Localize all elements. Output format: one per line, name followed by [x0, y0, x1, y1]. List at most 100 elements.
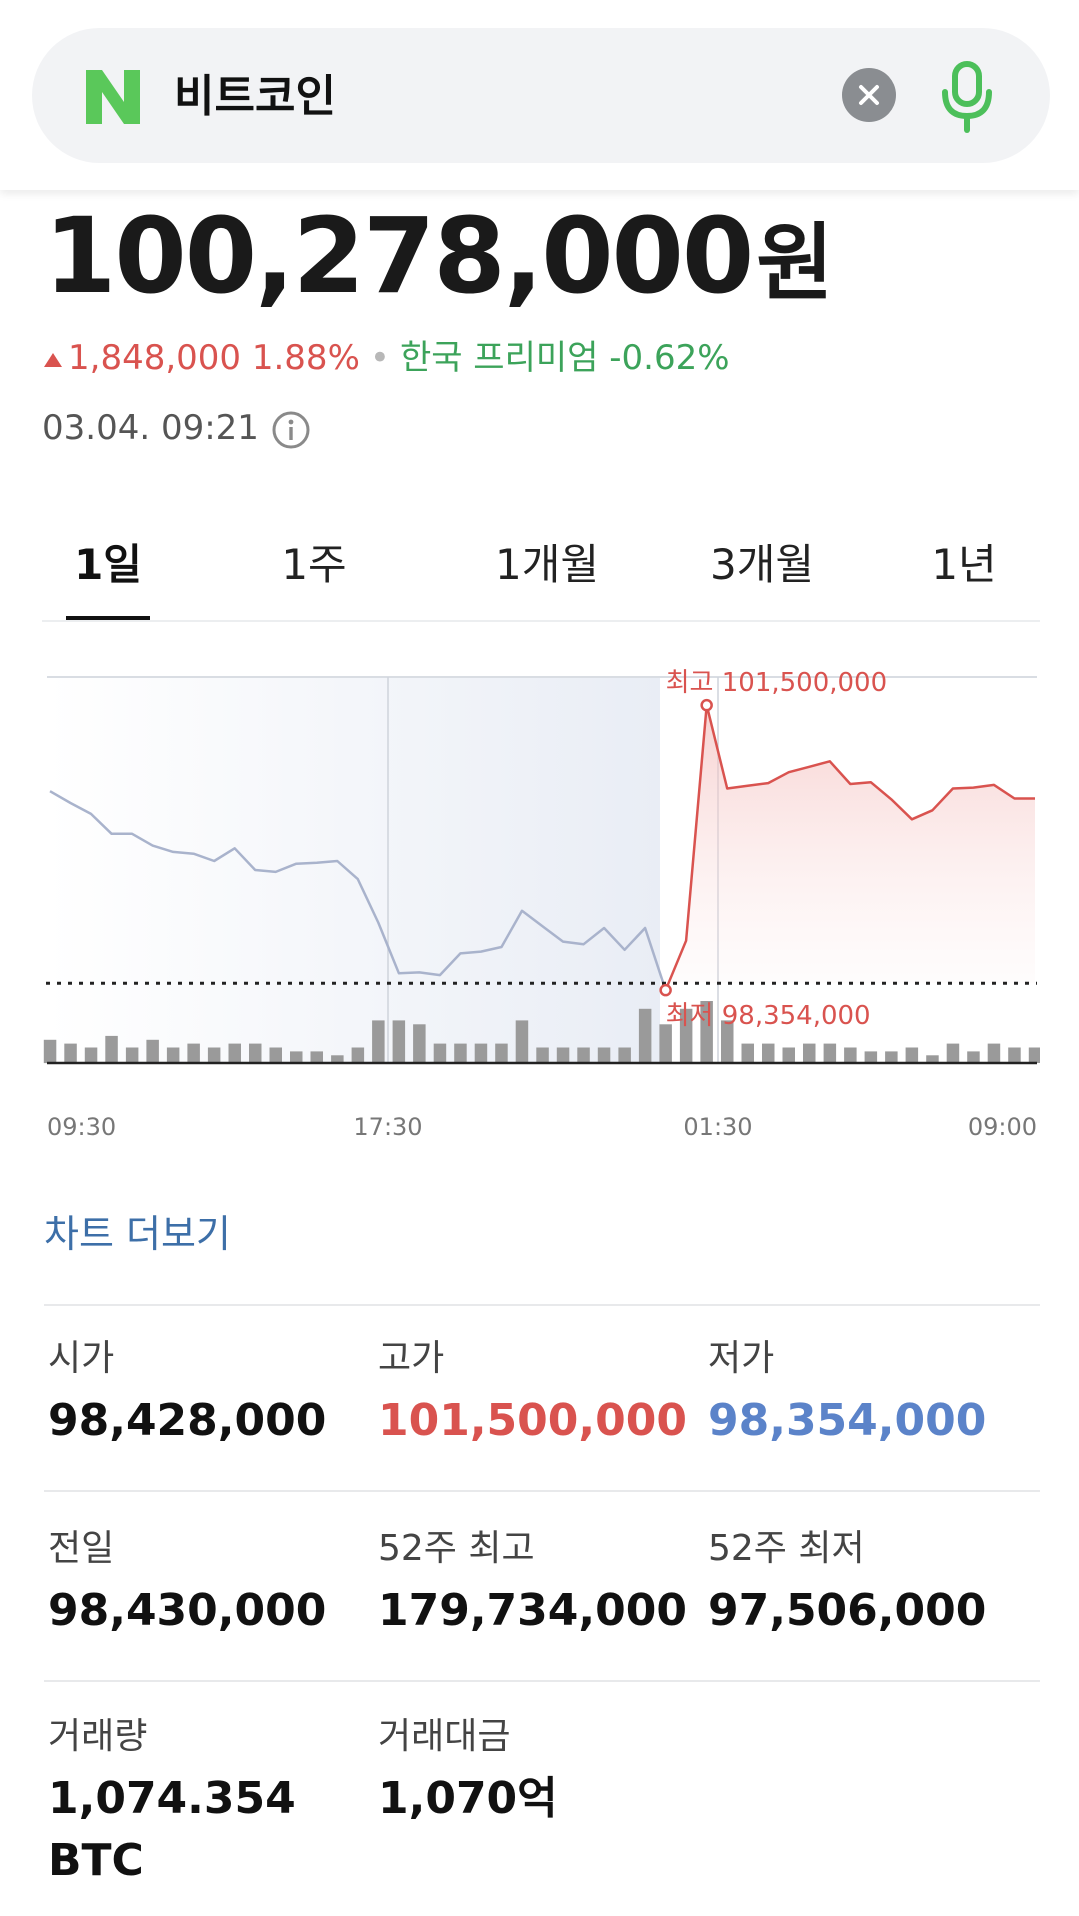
stat-52w-high: 52주 최고 179,734,000 [378, 1524, 687, 1642]
tab-3months[interactable]: 3개월 [709, 540, 814, 589]
volume-bar [187, 1043, 200, 1063]
volume-bar [987, 1043, 1001, 1063]
mic-icon[interactable] [937, 58, 997, 134]
stat-label: 거래량 [48, 1716, 148, 1757]
tab-1year[interactable]: 1년 [931, 540, 997, 589]
volume-bar [721, 1020, 734, 1063]
volume-bar [84, 1047, 98, 1063]
volume-bar [64, 1043, 77, 1063]
low-label: 최저 98,354,000 [666, 1001, 871, 1031]
volume-bar [967, 1051, 980, 1063]
volume-bar [905, 1047, 919, 1063]
volume-bar [823, 1043, 837, 1063]
volume-bar [372, 1020, 385, 1063]
volume-bar [515, 1020, 529, 1063]
high-point [700, 698, 713, 712]
stat-value: 97,506,000 [708, 1585, 987, 1636]
after-area-fill [665, 705, 1035, 991]
stat-label: 저가 [708, 1338, 775, 1379]
stat-value: 98,430,000 [48, 1585, 327, 1636]
stat-prev-close: 전일 98,430,000 [48, 1524, 326, 1642]
stat-label: 52주 최저 [708, 1528, 865, 1569]
stat-value: 1,070억 [378, 1773, 558, 1824]
volume-bar [413, 1024, 426, 1064]
stat-high: 고가 101,500,000 [378, 1334, 687, 1452]
price-line-after [664, 703, 1035, 991]
korea-premium-value: -0.62% [609, 338, 730, 378]
x-tick-0900: 09:00 [968, 1113, 1037, 1140]
divider [44, 1490, 1040, 1492]
tab-1month[interactable]: 1개월 [494, 540, 599, 589]
search-bar[interactable]: 비트코인 [32, 28, 1050, 163]
volume-bar [228, 1043, 241, 1063]
chart-more-link[interactable]: 차트 더보기 [44, 1212, 231, 1256]
stat-volume: 거래량 1,074.354 BTC [48, 1712, 296, 1892]
stat-low: 저가 98,354,000 [708, 1334, 986, 1452]
divider [44, 1304, 1040, 1306]
info-icon[interactable] [271, 410, 311, 450]
stat-value: 179,734,000 [378, 1585, 687, 1636]
timestamp-text: 03.04. 09:21 [42, 408, 259, 448]
close-icon[interactable] [842, 68, 896, 122]
korea-premium-label: 한국 프리미엄 [399, 338, 599, 378]
volume-bar [249, 1043, 262, 1063]
volume-bar [290, 1051, 303, 1063]
volume-bar [433, 1043, 447, 1063]
stat-open: 시가 98,428,000 [48, 1334, 326, 1452]
volume-bar [762, 1043, 775, 1063]
naver-logo-icon[interactable] [82, 66, 144, 128]
stat-label: 고가 [378, 1338, 445, 1379]
stat-value-unit: BTC [48, 1835, 144, 1886]
volume-bar [1008, 1047, 1021, 1063]
header: 비트코인 [0, 0, 1079, 190]
volume-bar [700, 1001, 713, 1063]
volume-bar [269, 1047, 282, 1063]
volume-bar [454, 1043, 467, 1063]
stat-value: 101,500,000 [378, 1395, 687, 1446]
volume-bar [597, 1047, 611, 1063]
divider [44, 1680, 1040, 1682]
price-unit: 원 [756, 214, 833, 312]
active-tab-indicator [66, 616, 150, 620]
x-tick-1730: 17:30 [353, 1113, 422, 1140]
stat-value: 1,074.354 [48, 1773, 296, 1824]
stat-trade-value: 거래대금 1,070억 [378, 1712, 558, 1830]
price-value: 100,278,000 [44, 195, 754, 317]
volume-bar [679, 1008, 693, 1064]
volume-bar [782, 1047, 795, 1063]
volume-bar [577, 1047, 590, 1063]
price-change: 1,848,000 1.88% • 한국 프리미엄 -0.62% [42, 336, 730, 380]
separator-dot: • [369, 338, 390, 378]
volume-bar [351, 1047, 365, 1063]
stat-value: 98,354,000 [708, 1395, 987, 1446]
tab-1week[interactable]: 1주 [281, 540, 347, 589]
price-line-before [49, 790, 667, 991]
volume-bar [43, 1039, 57, 1064]
volume-bar [125, 1047, 139, 1063]
volume-bar [864, 1051, 878, 1063]
volume-bar [618, 1047, 631, 1063]
x-tick-0930: 09:30 [47, 1113, 116, 1140]
high-label: 최고 101,500,000 [666, 668, 888, 698]
current-price: 100,278,000원 [44, 195, 834, 323]
price-chart[interactable]: 최고 101,500,000 최저 98,354,000 09:30 17:30… [40, 660, 1040, 1140]
volume-bar [741, 1043, 754, 1063]
volume-bar [166, 1047, 180, 1063]
stat-label: 52주 최고 [378, 1528, 535, 1569]
volume-bar [310, 1051, 323, 1063]
volume-bar [1028, 1047, 1040, 1063]
tab-1day[interactable]: 1일 [74, 540, 142, 589]
volume-bar [844, 1047, 857, 1063]
search-query[interactable]: 비트코인 [174, 71, 336, 122]
volume-bar [536, 1047, 549, 1063]
volume-bar [474, 1043, 488, 1063]
volume-bar [803, 1043, 816, 1063]
volume-bar [495, 1043, 508, 1063]
volume-bar [946, 1043, 960, 1063]
stat-value: 98,428,000 [48, 1395, 327, 1446]
stat-label: 거래대금 [378, 1716, 511, 1757]
volume-bar [146, 1039, 159, 1064]
timestamp: 03.04. 09:21 [42, 405, 311, 451]
volume-bar [392, 1020, 406, 1063]
change-percent: 1.88% [251, 338, 360, 378]
